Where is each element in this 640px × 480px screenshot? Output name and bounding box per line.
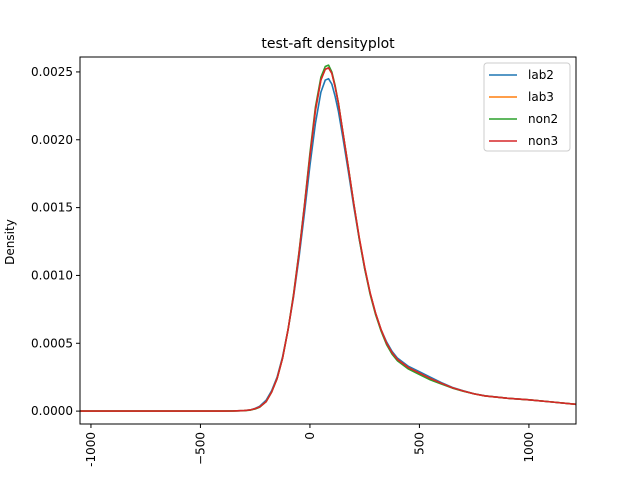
legend-label-non2: non2 [528,112,558,126]
y-axis: 0.0000 0.0005 0.0010 0.0015 0.0020 0.0025 [31,65,80,418]
series-lines [80,64,576,412]
legend-label-lab2: lab2 [528,68,554,82]
y-axis-label: Density [3,219,17,265]
x-tick-label: −500 [193,432,207,465]
y-tick-label: 0.0010 [31,268,73,282]
x-tick-label: 1000 [522,432,536,463]
x-tick-label: 0 [303,432,317,440]
legend-label-lab3: lab3 [528,90,554,104]
x-axis: -1000 −500 0 500 1000 [84,424,536,467]
y-tick-label: 0.0005 [31,336,73,350]
chart-title: test-aft densityplot [261,36,395,52]
plot-frame [79,56,577,425]
series-line-non3 [80,67,576,412]
x-tick-label: -1000 [84,432,98,467]
legend: lab2 lab3 non2 non3 [483,62,571,152]
y-tick-label: 0.0025 [31,65,73,79]
legend-box [483,62,571,152]
y-tick-label: 0.0000 [31,404,73,418]
x-tick-label: 500 [412,432,426,455]
legend-label-non3: non3 [528,134,558,148]
y-tick-label: 0.0015 [31,201,73,215]
y-tick-label: 0.0020 [31,133,73,147]
